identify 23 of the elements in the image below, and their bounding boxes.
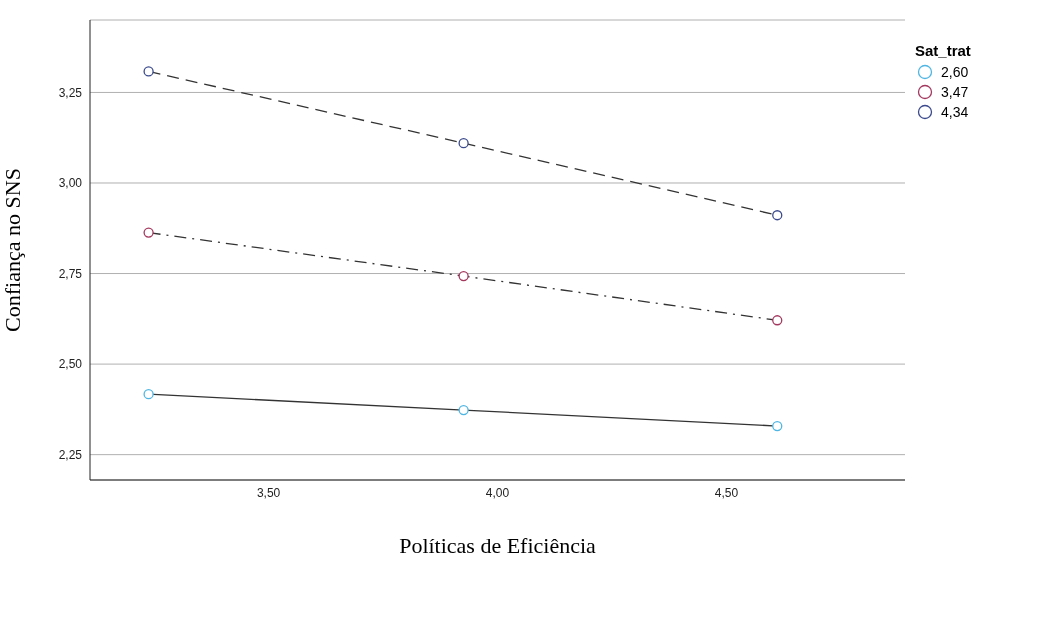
y-axis-title: Confiança no SNS [0,168,25,332]
point [772,210,783,221]
point [458,138,469,149]
legend-label: 4,34 [941,104,969,120]
x-tick-label: 4,50 [714,485,739,500]
point [143,66,154,77]
x-tick-label: 4,00 [485,485,510,500]
x-axis-title: Políticas de Eficiência [399,533,597,558]
point [458,404,469,416]
point [458,270,469,282]
y-tick-label: 2,50 [58,357,83,372]
point [772,420,783,432]
point [143,389,154,400]
y-tick-label: 2,25 [58,447,83,462]
point [772,315,783,326]
y-tick-label: 2,75 [58,266,83,281]
legend-label: 2,60 [941,64,969,80]
legend-label: 3,47 [941,84,969,100]
x-tick-label: 3,50 [256,485,281,500]
legend-title: Sat_trat [915,42,972,59]
y-tick-label: 3,25 [58,85,83,100]
point [143,227,154,238]
y-tick-label: 3,00 [58,176,83,191]
